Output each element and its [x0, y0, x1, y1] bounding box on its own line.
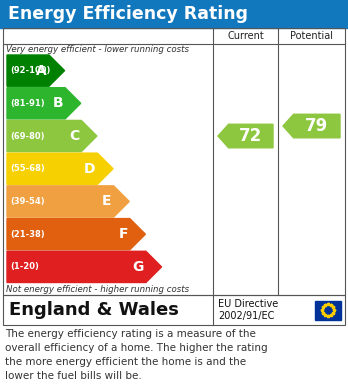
Bar: [315, 301, 341, 319]
Text: (39-54): (39-54): [10, 197, 45, 206]
Polygon shape: [218, 124, 273, 148]
Text: G: G: [133, 260, 144, 274]
Text: The energy efficiency rating is a measure of the
overall efficiency of a home. T: The energy efficiency rating is a measur…: [5, 329, 268, 381]
Polygon shape: [283, 114, 340, 138]
Text: Very energy efficient - lower running costs: Very energy efficient - lower running co…: [6, 45, 189, 54]
Text: Energy Efficiency Rating: Energy Efficiency Rating: [8, 5, 248, 23]
Text: (92-100): (92-100): [10, 66, 50, 75]
Bar: [3, 295, 345, 325]
Text: (55-68): (55-68): [10, 164, 45, 173]
Polygon shape: [7, 153, 113, 185]
Text: (1-20): (1-20): [10, 262, 39, 271]
Polygon shape: [7, 219, 145, 250]
Text: 72: 72: [239, 127, 262, 145]
Polygon shape: [7, 251, 161, 283]
Text: A: A: [36, 64, 47, 77]
Polygon shape: [7, 55, 65, 86]
Polygon shape: [7, 186, 129, 217]
Text: (81-91): (81-91): [10, 99, 45, 108]
Text: Potential: Potential: [290, 31, 333, 41]
Text: B: B: [53, 96, 63, 110]
Text: England & Wales: England & Wales: [9, 301, 179, 319]
Text: D: D: [84, 162, 95, 176]
Text: Not energy efficient - higher running costs: Not energy efficient - higher running co…: [6, 285, 189, 294]
Text: Current: Current: [227, 31, 264, 41]
Text: F: F: [118, 227, 128, 241]
Bar: [3, 28, 345, 295]
Text: 79: 79: [305, 117, 329, 135]
Text: (69-80): (69-80): [10, 131, 45, 140]
Text: EU Directive
2002/91/EC: EU Directive 2002/91/EC: [218, 299, 278, 321]
Text: E: E: [102, 194, 112, 208]
Text: C: C: [69, 129, 79, 143]
Text: (21-38): (21-38): [10, 230, 45, 239]
Polygon shape: [7, 120, 97, 152]
Polygon shape: [7, 88, 81, 119]
Bar: [0, 0, 348, 28]
